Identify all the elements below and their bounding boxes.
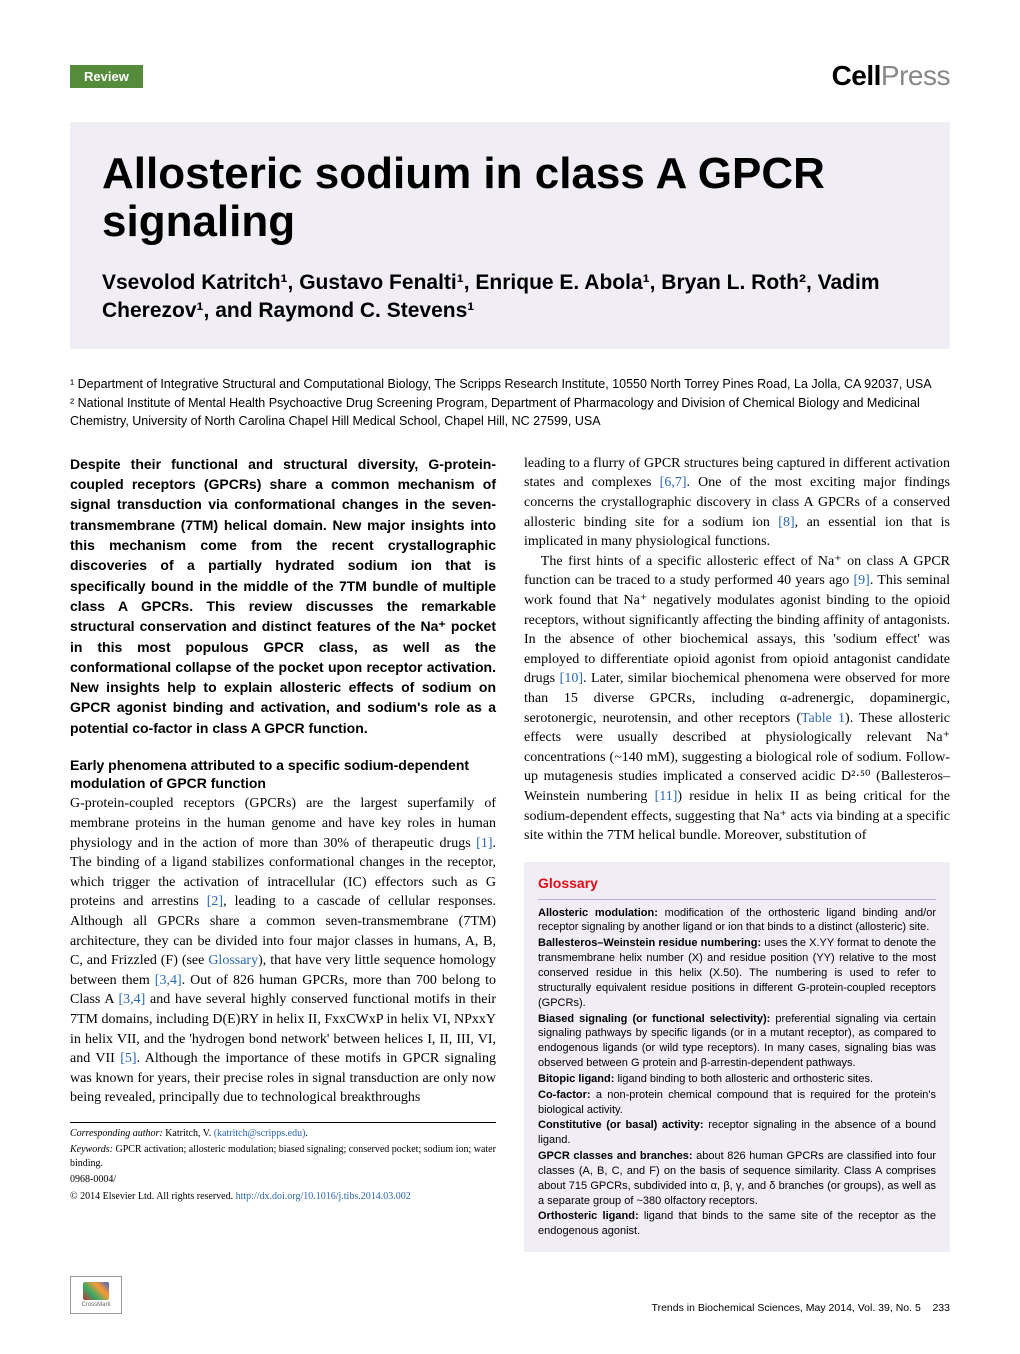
citation-link[interactable]: [5] bbox=[120, 1051, 136, 1066]
text-fragment: . This seminal work found that Na⁺ negat… bbox=[524, 573, 950, 686]
crossmark-label: CrossMark bbox=[81, 1302, 110, 1308]
citation-link[interactable]: [9] bbox=[854, 573, 870, 588]
keywords: GPCR activation; allosteric modulation; … bbox=[70, 1144, 496, 1169]
glossary-entry: Allosteric modulation: modification of t… bbox=[538, 906, 936, 936]
affiliation-2: ² National Institute of Mental Health Ps… bbox=[70, 394, 950, 430]
authors: Vsevolod Katritch¹, Gustavo Fenalti¹, En… bbox=[102, 269, 918, 326]
citation-link[interactable]: [8] bbox=[778, 515, 794, 530]
glossary-entry: Biased signaling (or functional selectiv… bbox=[538, 1012, 936, 1071]
crossmark-badge[interactable]: CrossMark bbox=[70, 1276, 122, 1314]
copyright-line: © 2014 Elsevier Ltd. All rights reserved… bbox=[70, 1190, 496, 1204]
text-fragment: G-protein-coupled receptors (GPCRs) are … bbox=[70, 796, 496, 850]
glossary-term: Constitutive (or basal) activity: bbox=[538, 1119, 704, 1131]
article-title: Allosteric sodium in class A GPCR signal… bbox=[102, 150, 918, 247]
crossmark-icon bbox=[83, 1282, 109, 1300]
glossary-entry: Bitopic ligand: ligand binding to both a… bbox=[538, 1072, 936, 1087]
glossary-heading: Glossary bbox=[538, 874, 936, 893]
glossary-box: Glossary Allosteric modulation: modifica… bbox=[524, 862, 950, 1252]
citation-link[interactable]: [2] bbox=[207, 894, 223, 909]
citation-link[interactable]: [11] bbox=[655, 789, 678, 804]
logo-cell: Cell bbox=[832, 60, 881, 91]
glossary-definition: ligand binding to both allosteric and or… bbox=[614, 1073, 873, 1085]
title-band: Allosteric sodium in class A GPCR signal… bbox=[70, 122, 950, 349]
col2-para-2: The first hints of a specific allosteric… bbox=[524, 552, 950, 846]
keywords-line: Keywords: GPCR activation; allosteric mo… bbox=[70, 1143, 496, 1170]
glossary-term: Ballesteros–Weinstein residue numbering: bbox=[538, 937, 761, 949]
citation-link[interactable]: [10] bbox=[560, 671, 583, 686]
corresponding-author: Corresponding author: Katritch, V. (katr… bbox=[70, 1127, 496, 1141]
glossary-entry: Orthosteric ligand: ligand that binds to… bbox=[538, 1209, 936, 1239]
doi-link[interactable]: http://dx.doi.org/10.1016/j.tibs.2014.03… bbox=[236, 1191, 411, 1202]
right-column: leading to a flurry of GPCR structures b… bbox=[524, 454, 950, 1252]
glossary-term: Allosteric modulation: bbox=[538, 907, 658, 919]
glossary-link[interactable]: Glossary bbox=[208, 953, 258, 968]
journal-info: Trends in Biochemical Sciences, May 2014… bbox=[652, 1302, 950, 1314]
footnotes: Corresponding author: Katritch, V. (katr… bbox=[70, 1122, 496, 1204]
keywords-label: Keywords: bbox=[70, 1144, 115, 1155]
citation-link[interactable]: [6,7] bbox=[660, 475, 687, 490]
corresponding-name: Katritch, V. bbox=[165, 1128, 214, 1139]
journal-citation: Trends in Biochemical Sciences, May 2014… bbox=[652, 1302, 921, 1314]
left-column: Despite their functional and structural … bbox=[70, 454, 496, 1252]
section-1-para-1: G-protein-coupled receptors (GPCRs) are … bbox=[70, 794, 496, 1108]
logo-press: Press bbox=[881, 60, 950, 91]
glossary-divider bbox=[538, 899, 936, 900]
glossary-term: Biased signaling (or functional selectiv… bbox=[538, 1013, 770, 1025]
abstract: Despite their functional and structural … bbox=[70, 454, 496, 738]
glossary-definition: a non-protein chemical compound that is … bbox=[538, 1089, 936, 1116]
dot: . bbox=[305, 1128, 308, 1139]
glossary-entries: Allosteric modulation: modification of t… bbox=[538, 906, 936, 1240]
glossary-entry: Constitutive (or basal) activity: recept… bbox=[538, 1118, 936, 1148]
affiliations: ¹ Department of Integrative Structural a… bbox=[70, 375, 950, 429]
corresponding-label: Corresponding author: bbox=[70, 1128, 165, 1139]
header-bar: Review CellPress bbox=[70, 60, 950, 92]
citation-link[interactable]: [3,4] bbox=[155, 973, 182, 988]
citation-link[interactable]: [3,4] bbox=[118, 992, 145, 1007]
corresponding-email[interactable]: (katritch@scripps.edu) bbox=[214, 1128, 306, 1139]
col2-para-1: leading to a flurry of GPCR structures b… bbox=[524, 454, 950, 552]
citation-link[interactable]: [1] bbox=[476, 836, 492, 851]
glossary-entry: Co-factor: a non-protein chemical compou… bbox=[538, 1088, 936, 1118]
page-number: 233 bbox=[932, 1302, 950, 1314]
section-heading-1: Early phenomena attributed to a specific… bbox=[70, 756, 496, 792]
glossary-entry: Ballesteros–Weinstein residue numbering:… bbox=[538, 936, 936, 1010]
glossary-entry: GPCR classes and branches: about 826 hum… bbox=[538, 1149, 936, 1208]
glossary-term: GPCR classes and branches: bbox=[538, 1150, 693, 1162]
affiliation-1: ¹ Department of Integrative Structural a… bbox=[70, 375, 950, 393]
glossary-term: Bitopic ligand: bbox=[538, 1073, 614, 1085]
issn: 0968-0004/ bbox=[70, 1173, 496, 1187]
page: Review CellPress Allosteric sodium in cl… bbox=[0, 0, 1020, 1354]
glossary-term: Co-factor: bbox=[538, 1089, 591, 1101]
review-badge: Review bbox=[70, 65, 143, 88]
table-link[interactable]: Table 1 bbox=[801, 711, 845, 726]
page-footer: CrossMark Trends in Biochemical Sciences… bbox=[70, 1276, 950, 1314]
cellpress-logo: CellPress bbox=[832, 60, 950, 92]
copyright-text: © 2014 Elsevier Ltd. All rights reserved… bbox=[70, 1191, 236, 1202]
two-column-body: Despite their functional and structural … bbox=[70, 454, 950, 1252]
glossary-term: Orthosteric ligand: bbox=[538, 1210, 639, 1222]
